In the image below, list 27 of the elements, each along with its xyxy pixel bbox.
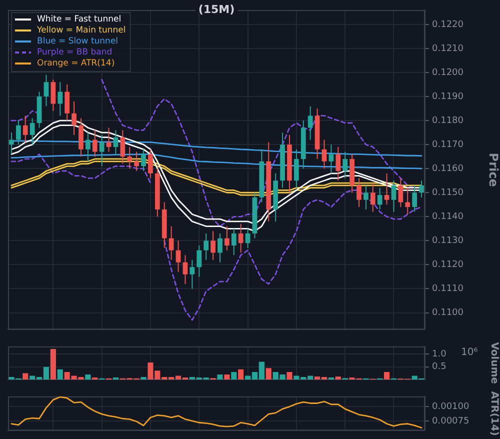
y-tick-label: 0.5 <box>432 362 446 372</box>
y-tick-label: 0.1100 <box>432 308 464 318</box>
y-tick-label: 0.1150 <box>432 188 464 198</box>
y-tick-label: 0.1200 <box>432 68 464 78</box>
y-tick-label: 0.00100 <box>432 402 470 412</box>
y-axis-title: Volume <box>488 342 500 384</box>
y-tick-label: 0.1140 <box>432 212 464 222</box>
y-tick-label: 0.1180 <box>432 116 464 126</box>
text: 10⁶ <box>461 346 478 358</box>
y-axis-title: ATR(14) <box>488 391 500 436</box>
legend-label: Purple = BB band <box>37 48 112 58</box>
y-tick-label: 0.1130 <box>432 236 464 246</box>
y-tick-label: 0.1210 <box>432 44 464 54</box>
y-tick-label: 0.1110 <box>432 284 464 294</box>
y-tick-label: 0.1160 <box>432 164 464 174</box>
y-tick-label: 0.1220 <box>432 20 464 30</box>
legend-label: White = Fast tunnel <box>37 14 122 25</box>
text: Orange = ATR(14) <box>37 58 115 69</box>
y-tick-label: 0.1120 <box>432 260 464 270</box>
legend-label: Yellow = Main tunnel <box>36 26 126 36</box>
y-tick-label: 0.1170 <box>432 140 464 150</box>
legend-label: Blue = Slow tunnel <box>37 36 118 47</box>
y-tick-label: 0.00075 <box>432 416 470 426</box>
y-tick-label: 1.0 <box>432 349 447 360</box>
y-tick-label: 0.1190 <box>432 92 464 102</box>
y-axis-title: Price <box>486 152 500 187</box>
chart-title: (15M) <box>198 2 235 16</box>
